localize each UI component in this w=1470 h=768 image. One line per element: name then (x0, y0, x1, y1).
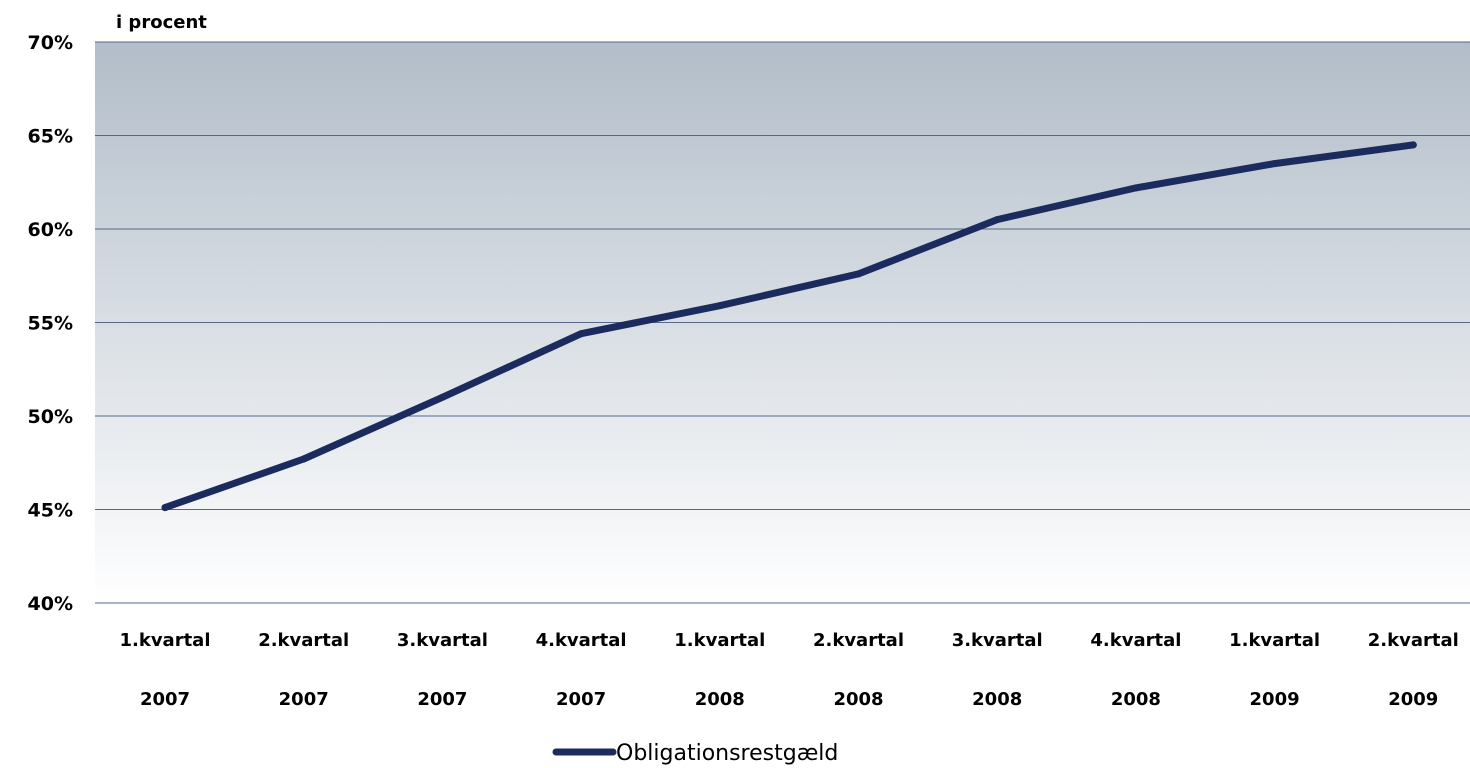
gridlines (95, 41, 1470, 604)
x-axis-tick-labels: 1.kvartal 2007 2.kvartal 2007 3.kvartal 2007 4… (119, 630, 1458, 710)
series-lines (161, 141, 1417, 512)
x-tick-label-quarter: 1.kvartal (119, 630, 210, 651)
y-tick-label: 40% (28, 593, 73, 615)
x-tick-label-year: 2007 (140, 689, 190, 710)
y-tick-label: 60% (28, 219, 73, 241)
x-tick-label-quarter: 1.kvartal (1229, 630, 1320, 651)
legend-label: Obligationsrestgæld (616, 741, 838, 766)
x-tick-label-year: 2009 (1250, 689, 1300, 710)
data-point (1409, 141, 1417, 149)
data-point (1132, 184, 1140, 192)
data-point (1271, 160, 1279, 168)
y-tick-label: 70% (28, 32, 73, 54)
data-point (855, 270, 862, 278)
x-tick-label-quarter: 4.kvartal (1090, 630, 1181, 651)
series-line (161, 141, 1417, 512)
x-tick-label-year: 2008 (833, 689, 883, 710)
y-tick-label: 55% (28, 313, 73, 335)
x-tick-label-year: 2008 (972, 689, 1022, 710)
x-tick-label-quarter: 2.kvartal (813, 630, 904, 651)
y-tick-label: 65% (28, 126, 73, 148)
x-tick-label-quarter: 2.kvartal (1368, 630, 1459, 651)
data-point (993, 216, 1001, 224)
data-point (300, 455, 308, 463)
x-tick-label-quarter: 3.kvartal (952, 630, 1043, 651)
data-point (161, 504, 169, 512)
data-point (577, 330, 585, 338)
x-tick-label-year: 2007 (417, 689, 467, 710)
y-tick-label: 45% (28, 500, 73, 522)
x-tick-label-quarter: 2.kvartal (258, 630, 349, 651)
x-tick-label-year: 2009 (1388, 689, 1438, 710)
x-tick-label-year: 2008 (695, 689, 745, 710)
legend: Obligationsrestgæld (552, 741, 838, 766)
y-axis-tick-labels: 40% 45% 50% 55% 60% 65% 70% (28, 32, 73, 615)
x-tick-label-year: 2008 (1111, 689, 1161, 710)
x-tick-label-quarter: 1.kvartal (674, 630, 765, 651)
data-point (438, 393, 446, 401)
y-axis-unit-label: i procent (116, 12, 207, 33)
x-tick-label-quarter: 4.kvartal (536, 630, 627, 651)
x-tick-label-quarter: 3.kvartal (397, 630, 488, 651)
x-tick-label-year: 2007 (556, 689, 606, 710)
data-point (716, 302, 724, 310)
y-tick-label: 50% (28, 406, 73, 428)
x-tick-label-year: 2007 (279, 689, 329, 710)
